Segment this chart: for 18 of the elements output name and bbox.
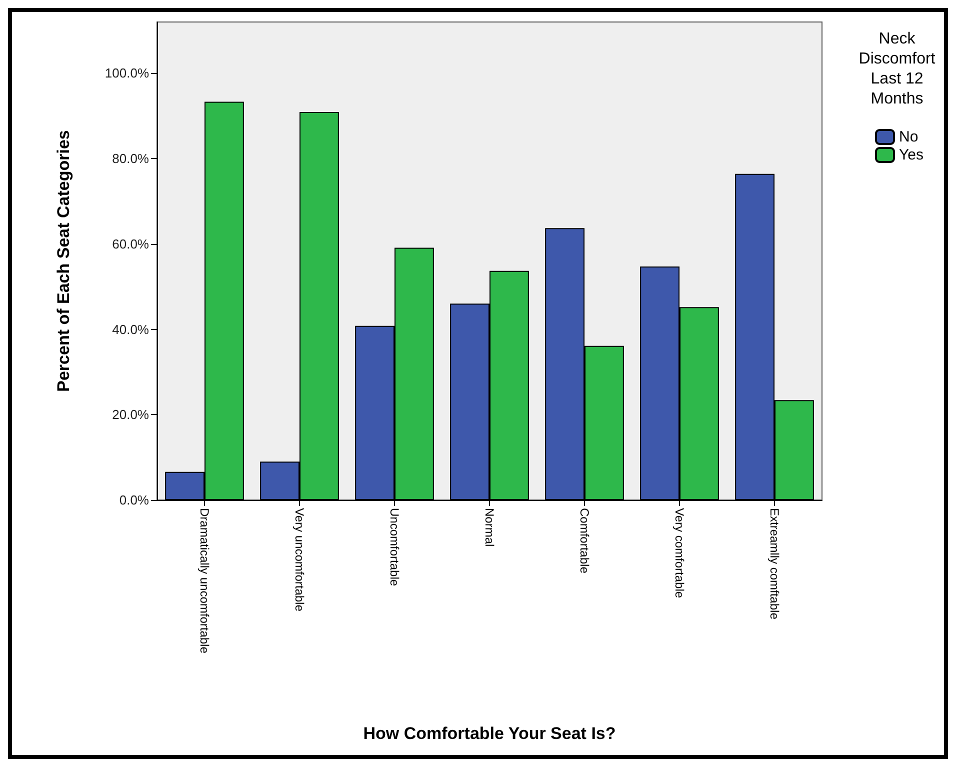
x-tick-label: Normal [482,508,496,547]
y-axis-title: Percent of Each Seat Categories [54,130,73,392]
x-tick-label: Very uncomfortable [292,508,306,612]
y-tick-label: 0.0% [119,492,150,508]
x-tick-label: Extreamlly comftable [768,508,782,620]
y-tick-label: 40.0% [112,322,150,337]
y-tick-label: 20.0% [112,407,150,422]
x-tick-label: Comfortable [578,508,592,574]
y-tick-label: 100.0% [104,66,150,81]
x-tick-label: Dramatically uncomfortable [198,508,212,654]
legend-title: Neck Discomfort Last 12 Months [858,30,936,108]
x-axis-title: How Comfortable Your Seat Is? [363,724,616,743]
x-tick-label: Very comfortable [672,508,686,598]
legend-label: No [899,128,918,146]
x-tick-label: Uncomfortable [388,508,402,586]
y-tick-label: 60.0% [112,236,150,252]
legend-label: Yes [899,146,924,164]
y-tick-label: 80.0% [112,151,150,166]
